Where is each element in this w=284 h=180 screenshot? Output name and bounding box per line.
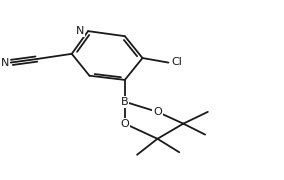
Text: B: B (121, 97, 129, 107)
Text: N: N (76, 26, 84, 36)
Text: N: N (1, 58, 9, 68)
Text: Cl: Cl (171, 57, 182, 67)
Text: O: O (120, 119, 129, 129)
Text: O: O (153, 107, 162, 117)
